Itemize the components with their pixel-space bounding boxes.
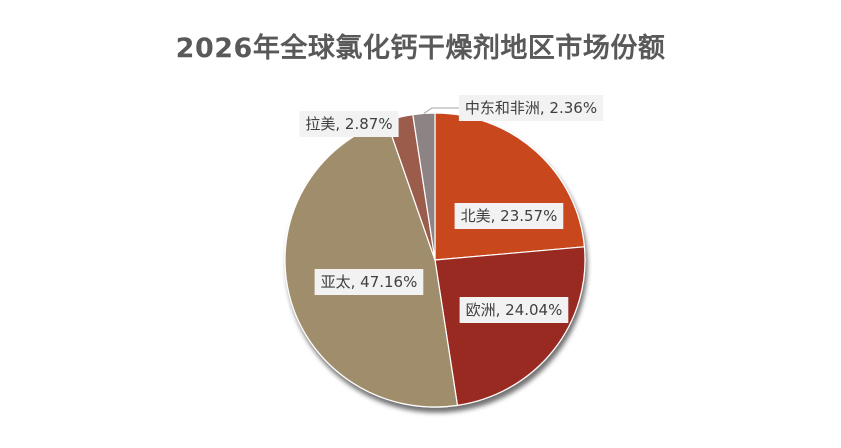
data-label-middle-east-africa-text: 中东和非洲, 2.36% [465,99,597,117]
data-label-latin-america-box [299,111,399,137]
leader-line-middle-east-africa [423,107,459,114]
slice-middle-east-africa [412,112,436,261]
data-label-north-america: 北美, 23.57% [454,203,564,229]
slice-asia-pacific [284,120,459,408]
data-label-europe: 欧洲, 24.04% [459,297,569,323]
data-label-asia-pacific-box [314,269,424,295]
data-label-europe-text: 欧洲, 24.04% [466,301,563,319]
data-label-north-america-box [454,203,564,229]
slice-europe [434,246,586,407]
chart-title: 2026年全球氯化钙干燥剂地区市场份额 [175,33,666,64]
data-label-middle-east-africa-box [458,95,604,121]
data-label-latin-america-text: 拉美, 2.87% [305,115,392,133]
data-label-latin-america: 拉美, 2.87% [299,111,399,137]
data-label-asia-pacific: 亚太, 47.16% [314,269,424,295]
data-label-middle-east-africa: 中东和非洲, 2.36% [458,95,604,121]
data-label-asia-pacific-text: 亚太, 47.16% [321,273,418,291]
data-label-north-america-text: 北美, 23.57% [461,207,558,225]
data-label-europe-box [459,297,569,323]
slice-north-america [434,112,586,261]
